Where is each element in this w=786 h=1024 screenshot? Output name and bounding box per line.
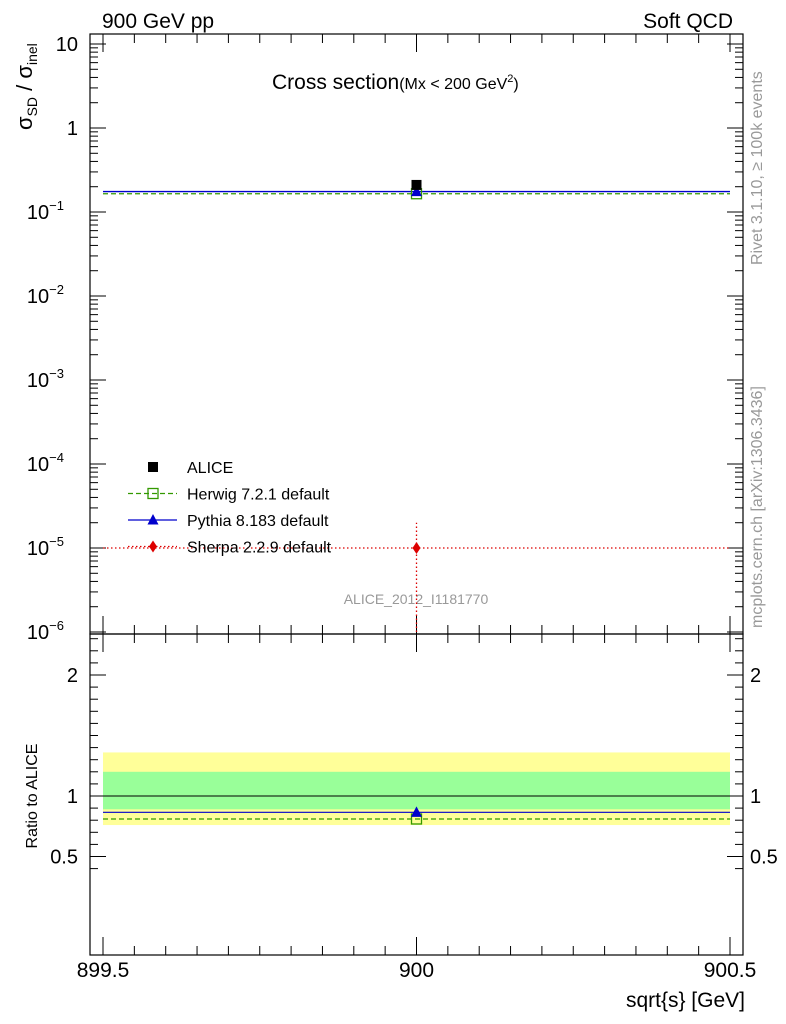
ratio-ytick-label: 2	[67, 665, 78, 687]
main-ytick-base: 10	[27, 286, 49, 308]
ratio-panel: 899.5 900 900.5 2 2 1 1 0.5 0.5	[50, 633, 778, 982]
legend-marker-sherpa	[149, 540, 157, 553]
main-ytick-label: 10−5	[27, 534, 64, 560]
legend-label-sherpa: Sherpa 2.2.9 default	[187, 540, 332, 557]
main-ylabel-sub2: inel	[24, 43, 40, 65]
main-ytick-label: 10−1	[27, 198, 64, 224]
ratio-point-pythia	[411, 806, 422, 817]
main-ytick-exp: −3	[49, 366, 64, 381]
point-data	[411, 179, 422, 190]
main-ytick-base: 10	[56, 34, 78, 56]
legend: ALICE Herwig 7.2.1 default Pythia 8.183 de…	[128, 460, 332, 557]
legend-label-herwig: Herwig 7.2.1 default	[187, 487, 330, 504]
ratio-xtick-label: 900	[399, 959, 434, 982]
mcplots-label: mcplots.cern.ch [arXiv:1306.3436]	[749, 386, 766, 628]
main-ytick-base: 10	[27, 202, 49, 224]
main-title-cut: (Mx < 200 GeV	[399, 76, 507, 93]
main-ylabel-sub1: SD	[24, 97, 40, 116]
main-ylabel-sigma: σ	[12, 116, 37, 130]
main-ytick-label: 10−4	[27, 450, 64, 476]
ratio-ytick-label: 0.5	[50, 847, 78, 869]
main-ylabel: σSD / σinel	[12, 43, 40, 130]
legend-marker-herwig	[147, 487, 159, 500]
legend-marker-pythia	[147, 514, 159, 525]
ratio-band-inner	[103, 771, 730, 810]
main-ytick-base: 1	[67, 118, 78, 140]
rivet-label: Rivet 3.1.10, ≥ 100k events	[749, 71, 766, 265]
ratio-ytick-label-right: 1	[750, 786, 761, 808]
main-title-text: Cross section	[272, 71, 399, 94]
main-title: Cross section(Mx < 200 GeV2)	[272, 71, 519, 94]
main-ytick-label: 10−2	[27, 282, 64, 308]
main-ytick-base: 10	[27, 538, 49, 560]
legend-marker-data	[148, 462, 158, 472]
ratio-xtick-label: 899.5	[77, 959, 130, 982]
main-ytick-label: 10−6	[27, 618, 64, 644]
main-ytick-base: 10	[27, 622, 49, 644]
header-left: 900 GeV pp	[102, 10, 214, 33]
header-right: Soft QCD	[643, 10, 733, 33]
point-pythia	[411, 185, 422, 197]
main-ytick-exp: −5	[49, 534, 64, 549]
main-ytick-label: 1	[67, 118, 78, 140]
ratio-ytick-label-right: 0.5	[750, 847, 778, 869]
main-ytick-exp: −1	[49, 198, 64, 213]
main-ytick-base: 10	[27, 454, 49, 476]
ratio-ytick-label: 1	[67, 786, 78, 808]
ratio-ytick-label-right: 2	[750, 665, 761, 687]
main-ytick-label: 10	[56, 34, 78, 56]
main-title-cut-close: )	[513, 76, 518, 93]
main-title-cut-exp: 2	[507, 73, 513, 85]
main-ytick-base: 10	[27, 370, 49, 392]
main-ylabel-slash: / σ	[12, 65, 37, 97]
point-sherpa	[412, 542, 421, 554]
main-ytick-label: 10−3	[27, 366, 64, 392]
legend-label-pythia: Pythia 8.183 default	[187, 513, 329, 530]
ratio-xtick-label: 900.5	[704, 959, 757, 982]
ratio-xlabel: sqrt{s} [GeV]	[626, 989, 745, 1012]
legend-label-data: ALICE	[187, 460, 233, 477]
ratio-ylabel: Ratio to ALICE	[24, 744, 41, 849]
main-ytick-exp: −2	[49, 282, 64, 297]
main-ytick-exp: −6	[49, 618, 64, 633]
main-ytick-exp: −4	[49, 450, 64, 465]
